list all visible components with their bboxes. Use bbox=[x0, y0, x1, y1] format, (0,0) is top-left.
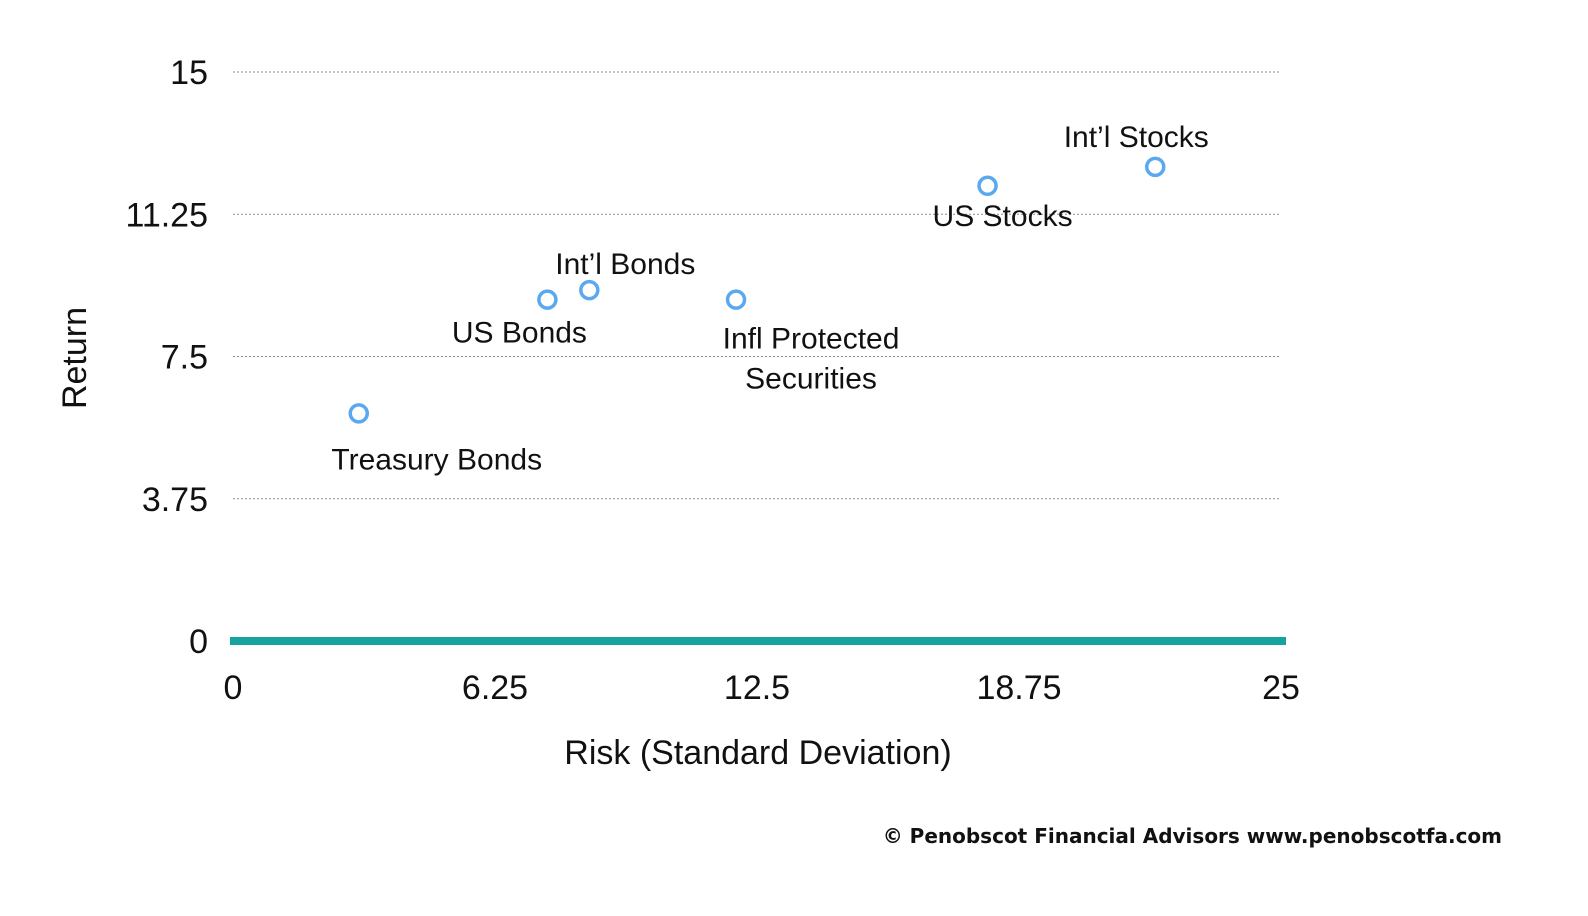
x-tick-label: 6.25 bbox=[462, 669, 528, 707]
y-axis-ticks: 0 3.75 7.5 11.25 15 bbox=[125, 54, 208, 661]
y-tick-label: 3.75 bbox=[142, 481, 208, 519]
data-point-marker bbox=[579, 279, 600, 301]
x-tick-label: 18.75 bbox=[976, 669, 1061, 707]
data-point-marker bbox=[537, 289, 558, 310]
data-point-label: Treasury Bonds bbox=[331, 443, 542, 476]
data-point-marker bbox=[348, 403, 370, 424]
data-point-marker bbox=[725, 289, 747, 310]
y-tick-label: 15 bbox=[170, 54, 208, 92]
x-axis-ticks: 0 6.25 12.5 18.75 25 bbox=[224, 669, 1300, 707]
data-point-label: Infl Protected bbox=[723, 323, 900, 356]
y-tick-label: 0 bbox=[189, 623, 208, 661]
data-points bbox=[348, 156, 1166, 424]
x-tick-label: 25 bbox=[1262, 669, 1300, 707]
y-tick-label: 7.5 bbox=[161, 339, 208, 377]
copyright-notice: © Penobscot Financial Advisors www.penob… bbox=[882, 824, 1502, 848]
y-tick-label: 11.25 bbox=[125, 196, 208, 234]
data-point-label: Securities bbox=[745, 363, 877, 396]
x-tick-label: 12.5 bbox=[724, 669, 790, 707]
data-point-label: US Bonds bbox=[452, 317, 587, 350]
data-point-label: Int’l Stocks bbox=[1064, 121, 1209, 154]
data-point-marker bbox=[1144, 156, 1166, 178]
x-axis-title: Risk (Standard Deviation) bbox=[564, 734, 951, 772]
data-point-label: US Stocks bbox=[933, 200, 1073, 233]
data-point-label: Int’l Bonds bbox=[555, 248, 695, 281]
point-labels: Treasury Bonds US Bonds Int’l Bonds Infl Pr… bbox=[331, 121, 1208, 477]
y-axis-title: Return bbox=[56, 307, 94, 409]
data-point-marker bbox=[977, 175, 998, 197]
grid-lines bbox=[233, 71, 1281, 500]
x-tick-label: 0 bbox=[224, 669, 243, 707]
